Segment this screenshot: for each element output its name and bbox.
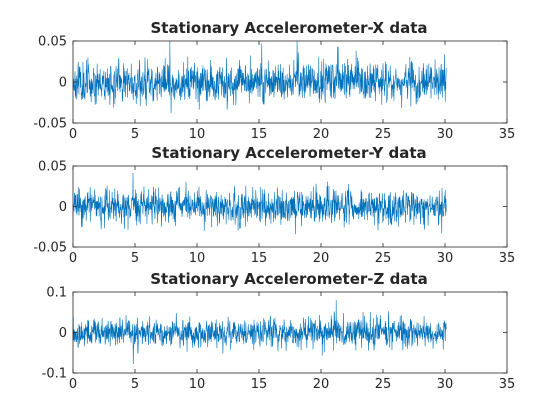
x-tick-label: 0 [69,251,77,266]
x-tick-label: 25 [375,251,392,266]
x-tick-label: 30 [437,251,454,266]
x-tick-label: 25 [375,377,392,392]
y-tick-label: 0 [59,76,67,91]
x-tick-label: 30 [437,377,454,392]
subplot-title: Stationary Accelerometer-X data [151,19,428,37]
x-tick-label: 35 [499,251,516,266]
x-tick-label: 5 [131,251,139,266]
series-line [73,300,446,364]
x-tick-label: 35 [499,127,516,142]
y-tick-label: 0.05 [38,160,67,175]
x-tick-label: 15 [251,251,268,266]
x-tick-label: 25 [375,127,392,142]
x-tick-label: 20 [313,127,330,142]
series-layer [73,41,446,113]
x-tick-label: 5 [131,377,139,392]
series-layer [73,300,446,364]
series-line [73,41,446,113]
subplot-z: Stationary Accelerometer-Z data 0 5 10 15 20… [42,270,516,392]
x-tick-label: 15 [251,377,268,392]
y-tick-label: -0.1 [42,367,67,382]
x-tick-label: 0 [69,377,77,392]
x-tick-label: 20 [313,377,330,392]
series-line [73,173,446,234]
subplot-title: Stationary Accelerometer-Z data [150,270,428,288]
x-tick-label: 10 [189,127,206,142]
x-tick-label: 15 [251,127,268,142]
y-tick-label: -0.05 [33,117,67,132]
x-tick-label: 0 [69,127,77,142]
x-tick-label: 30 [437,127,454,142]
x-tick-label: 20 [313,251,330,266]
y-tick-label: 0 [59,200,67,215]
x-tick-label: 35 [499,377,516,392]
subplot-title: Stationary Accelerometer-Y data [151,144,426,162]
y-tick-label: 0.05 [38,35,67,50]
y-tick-label: 0 [59,326,67,341]
x-tick-label: 10 [189,251,206,266]
subplot-y: Stationary Accelerometer-Y data 0 5 10 15 20… [33,144,515,266]
y-tick-label: -0.05 [33,241,67,256]
x-tick-label: 10 [189,377,206,392]
subplot-x: Stationary Accelerometer-X data 0 5 10 15 20… [33,19,515,142]
series-layer [73,173,446,234]
y-tick-label: 0.1 [46,286,67,301]
x-tick-label: 5 [131,127,139,142]
